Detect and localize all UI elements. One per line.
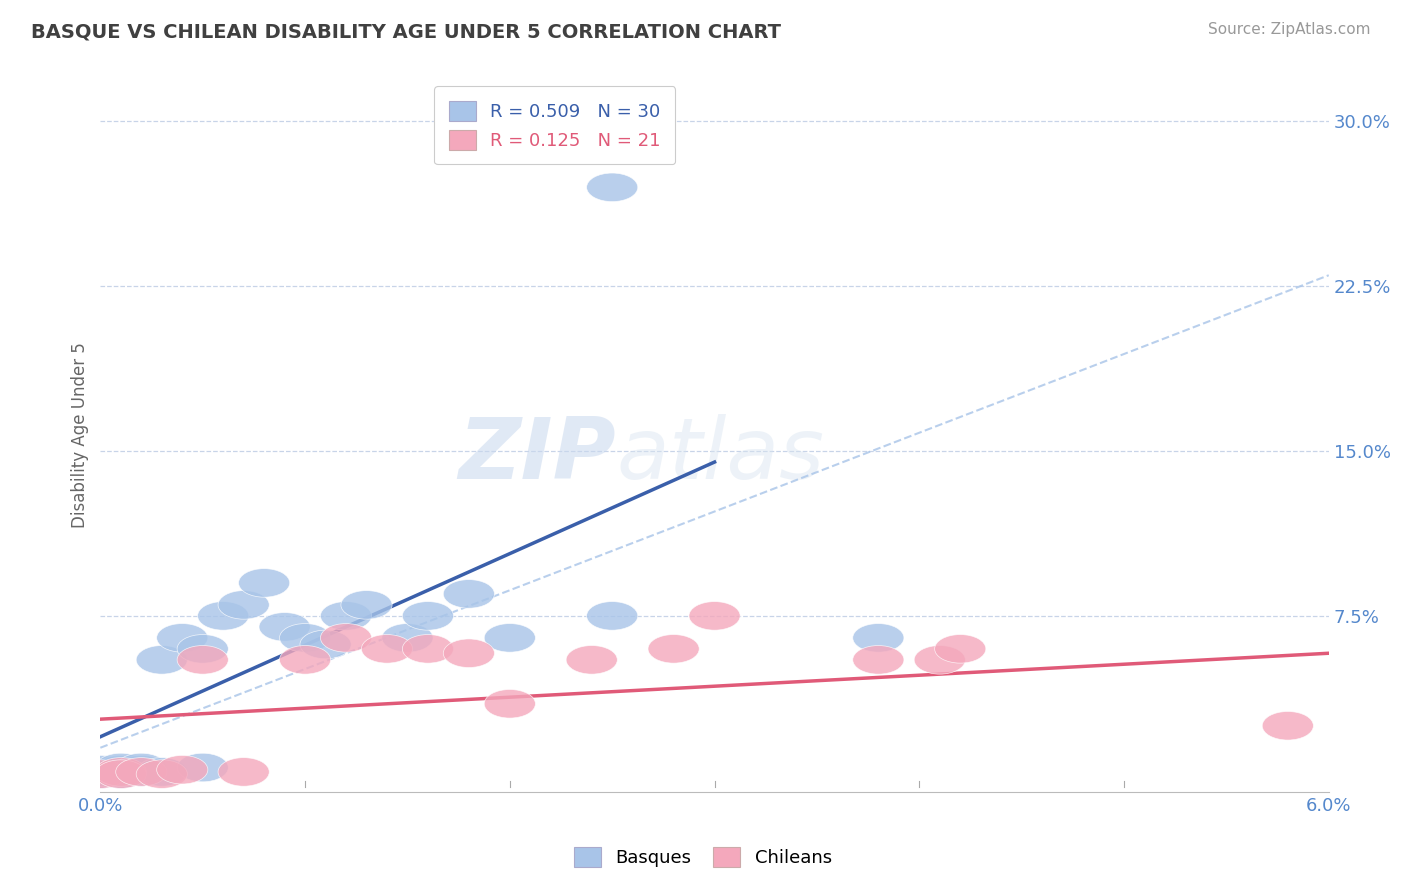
Ellipse shape bbox=[115, 756, 167, 784]
Ellipse shape bbox=[853, 624, 904, 652]
Ellipse shape bbox=[299, 630, 352, 658]
Ellipse shape bbox=[96, 757, 146, 786]
Ellipse shape bbox=[75, 757, 127, 786]
Ellipse shape bbox=[648, 634, 699, 663]
Ellipse shape bbox=[280, 646, 330, 674]
Ellipse shape bbox=[96, 756, 146, 784]
Ellipse shape bbox=[156, 624, 208, 652]
Ellipse shape bbox=[259, 613, 311, 641]
Ellipse shape bbox=[443, 639, 495, 667]
Ellipse shape bbox=[321, 601, 371, 630]
Ellipse shape bbox=[75, 760, 127, 789]
Ellipse shape bbox=[382, 624, 433, 652]
Ellipse shape bbox=[218, 591, 270, 619]
Ellipse shape bbox=[96, 757, 146, 786]
Ellipse shape bbox=[136, 646, 187, 674]
Ellipse shape bbox=[914, 646, 966, 674]
Ellipse shape bbox=[136, 760, 187, 789]
Ellipse shape bbox=[115, 757, 167, 786]
Ellipse shape bbox=[321, 624, 371, 652]
Legend: Basques, Chileans: Basques, Chileans bbox=[567, 839, 839, 874]
Ellipse shape bbox=[115, 757, 167, 786]
Ellipse shape bbox=[484, 690, 536, 718]
Ellipse shape bbox=[361, 634, 412, 663]
Ellipse shape bbox=[115, 753, 167, 781]
Ellipse shape bbox=[96, 760, 146, 789]
Ellipse shape bbox=[689, 601, 740, 630]
Text: atlas: atlas bbox=[616, 415, 824, 498]
Ellipse shape bbox=[1263, 712, 1313, 740]
Y-axis label: Disability Age Under 5: Disability Age Under 5 bbox=[72, 342, 89, 527]
Text: Source: ZipAtlas.com: Source: ZipAtlas.com bbox=[1208, 22, 1371, 37]
Ellipse shape bbox=[75, 760, 127, 789]
Ellipse shape bbox=[935, 634, 986, 663]
Ellipse shape bbox=[177, 634, 228, 663]
Ellipse shape bbox=[75, 756, 127, 784]
Text: ZIP: ZIP bbox=[458, 415, 616, 498]
Legend: R = 0.509   N = 30, R = 0.125   N = 21: R = 0.509 N = 30, R = 0.125 N = 21 bbox=[434, 87, 675, 164]
Ellipse shape bbox=[586, 173, 638, 202]
Ellipse shape bbox=[198, 601, 249, 630]
Ellipse shape bbox=[443, 580, 495, 608]
Ellipse shape bbox=[853, 646, 904, 674]
Ellipse shape bbox=[484, 624, 536, 652]
Ellipse shape bbox=[567, 646, 617, 674]
Ellipse shape bbox=[280, 624, 330, 652]
Ellipse shape bbox=[96, 760, 146, 789]
Ellipse shape bbox=[96, 753, 146, 781]
Ellipse shape bbox=[586, 601, 638, 630]
Text: BASQUE VS CHILEAN DISABILITY AGE UNDER 5 CORRELATION CHART: BASQUE VS CHILEAN DISABILITY AGE UNDER 5… bbox=[31, 22, 780, 41]
Ellipse shape bbox=[239, 568, 290, 598]
Ellipse shape bbox=[156, 756, 208, 784]
Ellipse shape bbox=[340, 591, 392, 619]
Ellipse shape bbox=[136, 757, 187, 786]
Ellipse shape bbox=[177, 753, 228, 781]
Ellipse shape bbox=[402, 634, 454, 663]
Ellipse shape bbox=[177, 646, 228, 674]
Ellipse shape bbox=[218, 757, 270, 786]
Ellipse shape bbox=[402, 601, 454, 630]
